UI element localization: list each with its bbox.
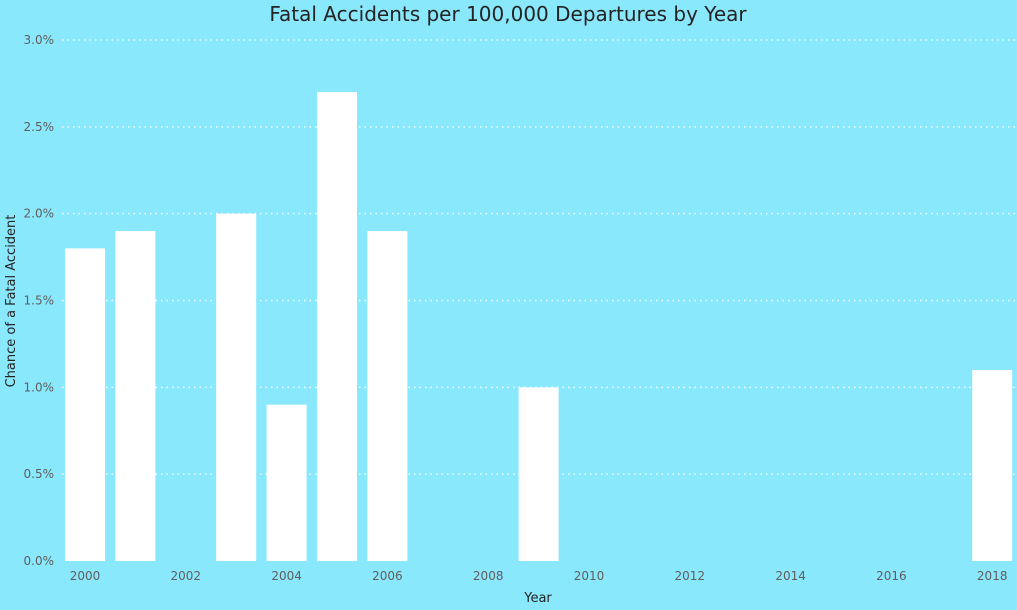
bar-2000: [65, 248, 105, 561]
bar-2006: [367, 231, 408, 562]
y-axis-label: Chance of a Fatal Accident: [4, 215, 19, 388]
y-tick-label: 0.5%: [24, 467, 55, 481]
bar-2018: [972, 369, 1013, 561]
y-tick-label: 1.0%: [24, 380, 55, 394]
x-tick-label: 2010: [574, 569, 605, 583]
bar-2005: [317, 92, 357, 561]
x-tick-label: 2000: [70, 569, 101, 583]
y-tick-label: 1.5%: [24, 294, 55, 308]
x-tick-label: 2002: [171, 569, 202, 583]
x-tick-label: 2018: [977, 569, 1008, 583]
x-tick-label: 2006: [372, 569, 403, 583]
x-tick-label: 2012: [675, 569, 706, 583]
x-axis-ticks: 2000 2002 2004 2006 2008 2010 2012 2014 2016 2018: [70, 569, 1008, 583]
chart-title: Fatal Accidents per 100,000 Departures b…: [269, 2, 747, 26]
y-tick-label: 0.0%: [24, 554, 55, 568]
x-tick-label: 2014: [775, 569, 806, 583]
x-tick-label: 2016: [876, 569, 907, 583]
x-tick-label: 2008: [473, 569, 504, 583]
bar-2003: [216, 213, 257, 561]
y-tick-label: 2.5%: [24, 120, 55, 134]
x-tick-label: 2004: [271, 569, 302, 583]
y-axis-ticks: 0.0% 0.5% 1.0% 1.5% 2.0% 2.5% 3.0%: [24, 33, 55, 568]
bar-2004: [266, 404, 307, 561]
y-tick-label: 2.0%: [24, 207, 55, 221]
x-axis-label: Year: [523, 591, 552, 606]
bar-2001: [115, 231, 156, 562]
bar-2009: [518, 387, 559, 561]
bars: [65, 92, 1013, 562]
y-tick-label: 3.0%: [24, 33, 55, 47]
